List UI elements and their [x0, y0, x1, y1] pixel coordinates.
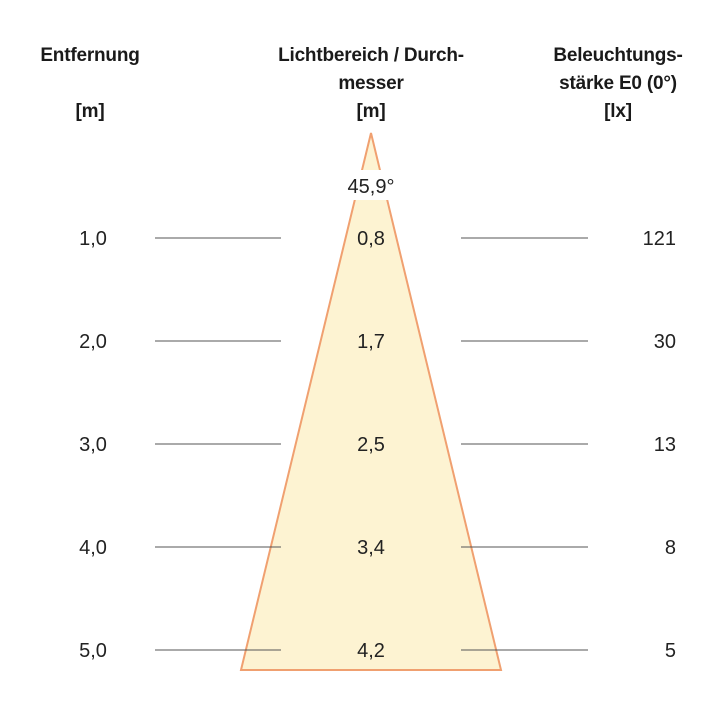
beam-angle-label: 45,9° [348, 176, 395, 198]
distance-header-unit: [m] [75, 101, 105, 122]
diameter-header-unit: [m] [356, 101, 386, 122]
distance-row: 2,0 1,7 30 [79, 331, 676, 353]
diameter-header: Lichtbereich / Durch- messer [m] [240, 42, 502, 126]
diameter-value: 0,8 [357, 228, 385, 250]
distance-row: 3,0 2,5 13 [79, 434, 676, 456]
distance-row: 1,0 0,8 121 [79, 228, 676, 250]
distance-value: 2,0 [79, 331, 107, 353]
distance-value: 1,0 [79, 228, 107, 250]
distance-row: 4,0 3,4 8 [79, 537, 676, 559]
distance-header-title: Entfernung [40, 45, 140, 66]
distance-rows: 1,0 0,8 121 2,0 1,7 30 3,0 2,5 13 4,0 3,4 8 5,0 4,2 5 [79, 228, 676, 662]
light-cone [239, 132, 503, 671]
beam-angle-label-background [337, 170, 405, 200]
illuminance-header-unit: [lx] [604, 101, 632, 122]
diameter-value: 3,4 [357, 537, 385, 559]
illuminance-value: 13 [654, 434, 676, 456]
diameter-value: 2,5 [357, 434, 385, 456]
diameter-header-title-line1: Lichtbereich / Durch- [278, 45, 464, 66]
illuminance-header-title-line1: Beleuchtungs- [553, 45, 683, 66]
distance-value: 3,0 [79, 434, 107, 456]
illuminance-header: Beleuchtungs- stärke E0 (0°) [lx] [530, 42, 706, 126]
illuminance-value: 121 [643, 228, 676, 250]
illuminance-header-title-line2: stärke E0 (0°) [559, 73, 677, 94]
illuminance-value: 30 [654, 331, 676, 353]
distance-value: 5,0 [79, 640, 107, 662]
distance-value: 4,0 [79, 537, 107, 559]
diameter-value: 4,2 [357, 640, 385, 662]
distance-header: Entfernung [m] [20, 42, 160, 126]
diameter-header-title-line2: messer [338, 73, 404, 94]
illuminance-value: 8 [665, 537, 676, 559]
distance-row: 5,0 4,2 5 [79, 640, 676, 662]
diameter-value: 1,7 [357, 331, 385, 353]
illuminance-value: 5 [665, 640, 676, 662]
